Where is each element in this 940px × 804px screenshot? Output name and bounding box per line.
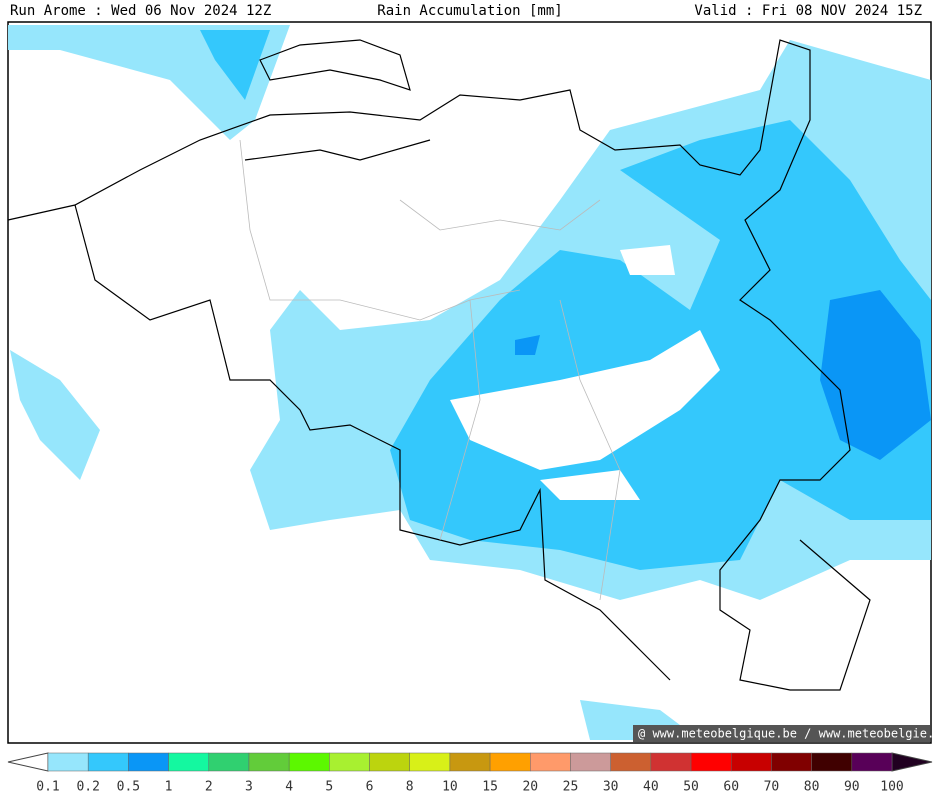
map: @ www.meteobelgique.be / www.meteobelgie… <box>7 21 940 744</box>
color-segment <box>168 752 210 772</box>
colorbar-tick-label: 8 <box>406 780 414 795</box>
colorbar-tick-label: 2 <box>205 780 213 795</box>
colorbar: 0.1 0.2 0.5 1 2 3 4 5 6 8 10 15 20 25 30 40 50 60 70 80 90 10… <box>7 752 933 795</box>
color-segment <box>771 752 812 772</box>
colorbar-tick-label: 80 <box>804 780 820 795</box>
color-segment <box>851 752 893 772</box>
colorbar-tick-label: 50 <box>683 780 699 795</box>
map-title: Rain Accumulation [mm] <box>377 3 562 19</box>
colorbar-tick-label: 70 <box>764 780 780 795</box>
color-segment <box>449 752 491 772</box>
color-segment <box>690 752 732 772</box>
colorbar-tick-label: 0.5 <box>117 780 140 795</box>
color-segment <box>650 752 692 772</box>
colorbar-tick-label: 10 <box>442 780 458 795</box>
color-segment <box>248 752 290 772</box>
color-segment <box>369 752 410 772</box>
colorbar-tick-label: 6 <box>366 780 374 795</box>
color-segment <box>47 752 89 772</box>
color-segment <box>811 752 853 772</box>
valid-label: Valid : Fri 08 NOV 2024 15Z <box>694 3 922 19</box>
color-segment <box>570 752 611 772</box>
colorbar-tick-label: 0.2 <box>76 780 99 795</box>
colorbar-tick-label: 25 <box>563 780 579 795</box>
color-segment <box>409 752 451 772</box>
color-segment <box>730 752 772 772</box>
color-segment <box>208 752 250 772</box>
run-label: Run Arome : Wed 06 Nov 2024 12Z <box>10 3 271 19</box>
colorbar-tick-label: 40 <box>643 780 659 795</box>
colorbar-tick-label: 15 <box>482 780 498 795</box>
colorbar-tick-label: 90 <box>844 780 860 795</box>
colorbar-tick-label: 4 <box>285 780 293 795</box>
color-segment <box>610 752 652 772</box>
over-triangle <box>891 752 933 772</box>
color-segment <box>329 752 370 772</box>
colorbar-tick-label: 1 <box>165 780 173 795</box>
colorbar-tick-label: 100 <box>880 780 903 795</box>
colorbar-tick-label: 0.1 <box>36 780 59 795</box>
colorbar-tick-label: 30 <box>603 780 619 795</box>
color-segment <box>530 752 571 772</box>
color-segment <box>288 752 330 772</box>
credit: @ www.meteobelgique.be / www.meteobelgie… <box>638 727 940 741</box>
color-segment <box>489 752 531 772</box>
colorbar-tick-label: 60 <box>723 780 739 795</box>
color-segment <box>128 752 169 772</box>
colorbar-tick-label: 3 <box>245 780 253 795</box>
under-triangle <box>7 752 49 772</box>
color-segment <box>87 752 129 772</box>
colorbar-tick-label: 5 <box>325 780 333 795</box>
colorbar-tick-label: 20 <box>522 780 538 795</box>
